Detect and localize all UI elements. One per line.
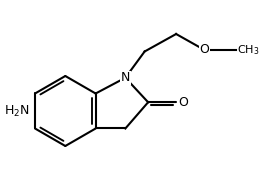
Text: CH$_3$: CH$_3$ xyxy=(237,43,260,57)
Text: O: O xyxy=(178,96,188,109)
Text: N: N xyxy=(121,71,130,84)
Text: O: O xyxy=(199,43,209,56)
Text: H$_2$N: H$_2$N xyxy=(4,103,30,119)
